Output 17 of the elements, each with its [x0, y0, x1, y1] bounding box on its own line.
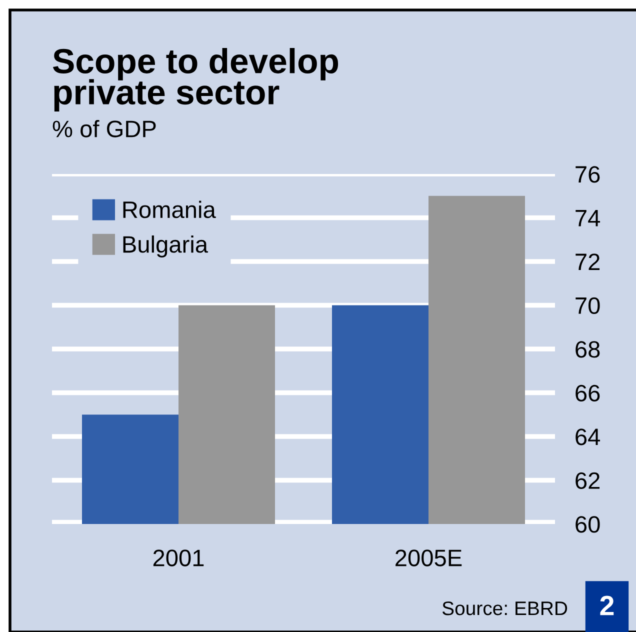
- chart-subtitle: % of GDP: [52, 120, 156, 138]
- y-tick-label: 72: [576, 254, 600, 270]
- x-tick-label: 2001: [153, 550, 204, 566]
- source-note: Source: EBRD: [442, 601, 568, 616]
- y-tick-label: 76: [576, 166, 600, 183]
- y-tick-label: 68: [576, 341, 600, 358]
- legend-label: Bulgaria: [123, 235, 208, 258]
- y-tick-label: 66: [576, 384, 600, 402]
- x-tick-label: 2005E: [396, 550, 462, 566]
- chart-title: Scope to develop private sector: [53, 48, 338, 112]
- legend-label: Romania: [123, 200, 216, 218]
- y-tick-label: 74: [576, 210, 600, 226]
- y-tick-label: 64: [576, 428, 600, 446]
- y-tick-label: 62: [576, 472, 600, 490]
- text: 2: [600, 596, 614, 616]
- y-tick-label: 60: [576, 516, 600, 533]
- y-tick-label: 70: [576, 297, 600, 314]
